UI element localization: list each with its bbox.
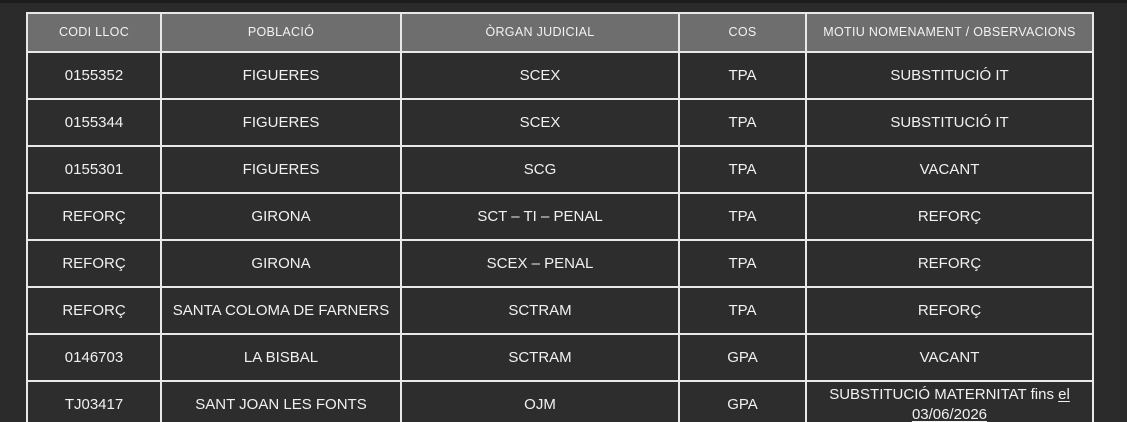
cell-cos: TPA [678, 239, 807, 288]
header-cell-cos: COS [678, 12, 807, 53]
cell-organ-judicial: SCEX – PENAL [400, 239, 680, 288]
cell-organ-judicial: SCEX [400, 98, 680, 147]
cell-organ-judicial: OJM [400, 380, 680, 422]
table-row: REFORÇ GIRONA SCT – TI – PENAL TPA REFOR… [26, 192, 1094, 241]
cell-motiu: SUBSTITUCIÓ IT [805, 51, 1094, 100]
cell-codi-lloc: REFORÇ [26, 192, 162, 241]
cell-organ-judicial: SCTRAM [400, 333, 680, 382]
table-row: 0155301 FIGUERES SCG TPA VACANT [26, 145, 1094, 194]
header-cell-poblacio: POBLACIÓ [160, 12, 402, 53]
cell-motiu: SUBSTITUCIÓ IT [805, 98, 1094, 147]
cell-poblacio: GIRONA [160, 192, 402, 241]
cell-poblacio: SANTA COLOMA DE FARNERS [160, 286, 402, 335]
cell-poblacio: FIGUERES [160, 145, 402, 194]
header-cell-codi-lloc: CODI LLOC [26, 12, 162, 53]
cell-codi-lloc: REFORÇ [26, 286, 162, 335]
cell-cos: TPA [678, 286, 807, 335]
cell-organ-judicial: SCTRAM [400, 286, 680, 335]
cell-organ-judicial: SCEX [400, 51, 680, 100]
cell-codi-lloc: 0155352 [26, 51, 162, 100]
cell-poblacio: LA BISBAL [160, 333, 402, 382]
cell-organ-judicial: SCT – TI – PENAL [400, 192, 680, 241]
cell-motiu: SUBSTITUCIÓ MATERNITAT fins el 03/06/202… [805, 380, 1094, 422]
window-top-edge [0, 0, 1127, 3]
header-cell-organ-judicial: ÒRGAN JUDICIAL [400, 12, 680, 53]
table-row: 0155352 FIGUERES SCEX TPA SUBSTITUCIÓ IT [26, 51, 1094, 100]
cell-codi-lloc: 0155344 [26, 98, 162, 147]
cell-organ-judicial: SCG [400, 145, 680, 194]
cell-codi-lloc: TJ03417 [26, 380, 162, 422]
cell-codi-lloc: REFORÇ [26, 239, 162, 288]
underlined-date: el 03/06/2026 [911, 386, 1070, 422]
cell-cos: GPA [678, 333, 807, 382]
cell-poblacio: FIGUERES [160, 98, 402, 147]
cell-poblacio: SANT JOAN LES FONTS [160, 380, 402, 422]
table-row: REFORÇ SANTA COLOMA DE FARNERS SCTRAM TP… [26, 286, 1094, 335]
table-row: 0146703 LA BISBAL SCTRAM GPA VACANT [26, 333, 1094, 382]
cell-cos: TPA [678, 51, 807, 100]
cell-poblacio: GIRONA [160, 239, 402, 288]
header-row: CODI LLOC POBLACIÓ ÒRGAN JUDICIAL COS MO… [26, 12, 1094, 53]
cell-cos: TPA [678, 145, 807, 194]
cell-motiu: REFORÇ [805, 239, 1094, 288]
judicial-vacancies-table: CODI LLOC POBLACIÓ ÒRGAN JUDICIAL COS MO… [26, 12, 1094, 422]
motiu-text: SUBSTITUCIÓ MATERNITAT fins [829, 386, 1059, 403]
cell-motiu: REFORÇ [805, 192, 1094, 241]
cell-cos: GPA [678, 380, 807, 422]
table-row: REFORÇ GIRONA SCEX – PENAL TPA REFORÇ [26, 239, 1094, 288]
cell-cos: TPA [678, 192, 807, 241]
cell-codi-lloc: 0146703 [26, 333, 162, 382]
table-row: 0155344 FIGUERES SCEX TPA SUBSTITUCIÓ IT [26, 98, 1094, 147]
table-row: TJ03417 SANT JOAN LES FONTS OJM GPA SUBS… [26, 380, 1094, 422]
cell-cos: TPA [678, 98, 807, 147]
cell-motiu: VACANT [805, 333, 1094, 382]
cell-codi-lloc: 0155301 [26, 145, 162, 194]
header-cell-motiu: MOTIU NOMENAMENT / OBSERVACIONS [805, 12, 1094, 53]
cell-motiu: REFORÇ [805, 286, 1094, 335]
cell-poblacio: FIGUERES [160, 51, 402, 100]
cell-motiu: VACANT [805, 145, 1094, 194]
